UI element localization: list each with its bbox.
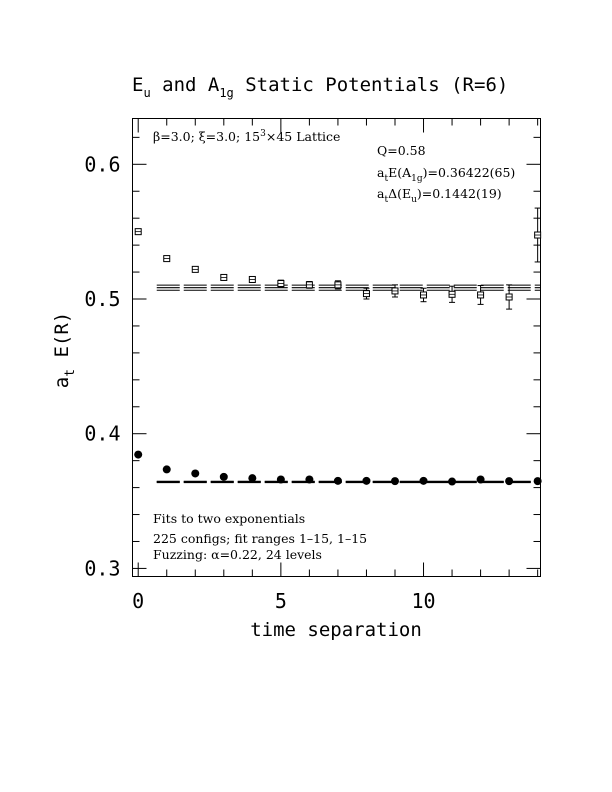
y-title-rest: E(R) [51, 312, 73, 369]
data-point-circle [362, 476, 371, 485]
ann-d-c: )=0.1442(19) [417, 186, 502, 201]
data-point-circle [191, 469, 200, 478]
x-axis-title: time separation [250, 619, 422, 641]
x-tick-label: 5 [275, 589, 287, 613]
fit-bands [156, 284, 541, 484]
annotation-q: Q=0.58 [377, 143, 426, 158]
data-point-circle [448, 477, 457, 486]
data-point-circle [505, 477, 514, 486]
y-tick-label: 0.4 [84, 422, 120, 446]
data-point-circle [162, 465, 171, 474]
data-point-circle [390, 477, 399, 486]
y-tick-label: 0.3 [84, 556, 120, 580]
data-point-circle [219, 472, 228, 481]
title-part-e: E [132, 74, 143, 96]
annotation-delta-eu: atΔ(Eu)=0.1442(19) [377, 186, 502, 205]
title-part-and: and A [151, 74, 220, 96]
ann-d-a-sub: t [384, 195, 388, 205]
ann-d-a: a [377, 186, 385, 201]
tick-labels: 0.3 0.4 0.5 0.6 0 5 10 [84, 152, 435, 613]
data-point-circle [419, 476, 428, 485]
data-marks [134, 207, 542, 486]
y-tick-label: 0.6 [84, 152, 120, 176]
ann-e-c: )=0.36422(65) [423, 165, 516, 180]
y-tick-label: 0.5 [84, 287, 120, 311]
title-sub-u: u [143, 86, 150, 100]
y-title-a: a [51, 377, 73, 388]
ann-e-b: E(A [388, 165, 412, 180]
ann-d-b: Δ(E [388, 186, 411, 201]
data-point-circle [533, 477, 542, 486]
ann-d-b-sub: u [411, 195, 417, 205]
data-point-circle [476, 475, 485, 484]
ann-lattice-rest: ×45 Lattice [266, 129, 341, 144]
title-part-rest: Static Potentials (R=6) [234, 74, 509, 96]
data-point-circle [305, 475, 314, 484]
annotation-lattice: β=3.0; ξ=3.0; 153×45 Lattice [153, 129, 340, 144]
y-title-sub-t: t [63, 369, 78, 377]
plot-frame [132, 118, 541, 577]
data-point-circle [333, 476, 342, 485]
ann-size: 15 [244, 129, 260, 144]
annotation-e-a1g: atE(A1g)=0.36422(65) [377, 165, 515, 184]
data-point-circle [276, 475, 285, 484]
x-tick-label: 10 [411, 589, 435, 613]
ann-e-a-sub: t [384, 174, 388, 184]
x-tick-label: 0 [132, 589, 144, 613]
ann-size-sup: 3 [260, 129, 266, 139]
ann-beta: β=3.0; [153, 129, 199, 144]
ann-xi: ξ=3.0; [199, 129, 244, 144]
axis-ticks [132, 118, 541, 577]
title-sub-1g: 1g [219, 86, 233, 100]
ann-e-b-sub: 1g [411, 174, 423, 184]
annotation-fits-line1: Fits to two exponentials [153, 511, 305, 526]
y-axis-title: at E(R) [51, 312, 78, 388]
data-point-circle [248, 474, 257, 483]
chart-title: Eu and A1g Static Potentials (R=6) [132, 74, 508, 100]
data-point-circle [134, 450, 143, 459]
annotation-fits-line3: Fuzzing: α=0.22, 24 levels [153, 547, 322, 562]
ann-e-a: a [377, 165, 385, 180]
annotation-fits-line2: 225 configs; fit ranges 1–15, 1–15 [153, 531, 367, 546]
